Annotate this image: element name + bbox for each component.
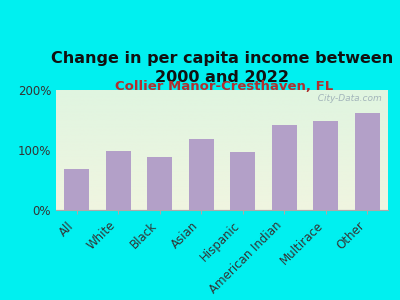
Bar bbox=[355, 113, 380, 210]
Bar bbox=[147, 157, 172, 210]
Text: City-Data.com: City-Data.com bbox=[312, 94, 381, 103]
Bar bbox=[313, 121, 338, 210]
Bar bbox=[189, 139, 214, 210]
Title: Change in per capita income between
2000 and 2022: Change in per capita income between 2000… bbox=[51, 51, 393, 85]
Bar bbox=[64, 169, 89, 210]
Bar bbox=[272, 125, 297, 210]
Text: Collier Manor-Cresthaven, FL: Collier Manor-Cresthaven, FL bbox=[115, 80, 333, 92]
Bar bbox=[230, 152, 255, 210]
Bar bbox=[106, 151, 131, 210]
